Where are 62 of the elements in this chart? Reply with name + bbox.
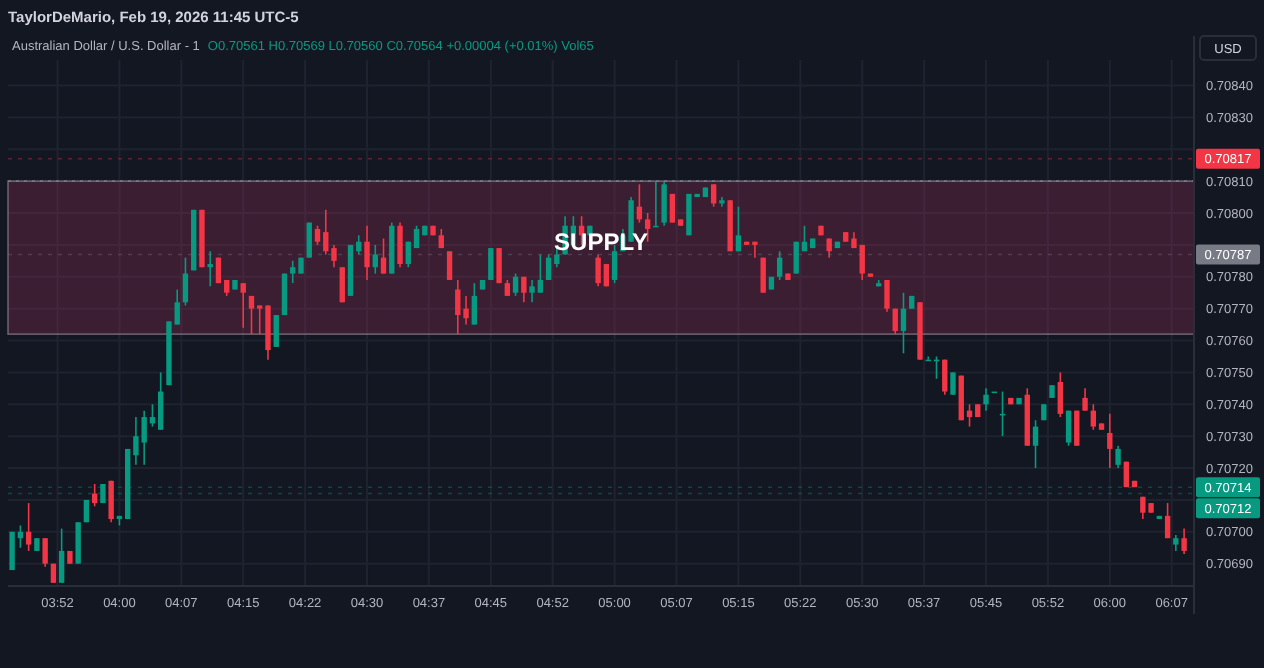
candlestick bbox=[314, 224, 321, 246]
candlestick bbox=[859, 244, 865, 281]
candlestick bbox=[669, 193, 676, 224]
candlestick bbox=[446, 250, 453, 281]
candlestick bbox=[240, 282, 246, 329]
candlestick bbox=[372, 244, 378, 275]
candlestick bbox=[735, 205, 742, 253]
candlestick bbox=[537, 253, 544, 294]
candlestick bbox=[1032, 419, 1039, 469]
candlestick bbox=[719, 196, 725, 208]
candlestick bbox=[1057, 371, 1063, 418]
candlestick bbox=[1164, 502, 1171, 539]
candlestick bbox=[157, 371, 164, 431]
candlestick bbox=[595, 253, 601, 288]
candlestick bbox=[1181, 527, 1187, 555]
candlestick bbox=[710, 183, 717, 208]
candlestick bbox=[389, 221, 395, 275]
candlestick bbox=[983, 387, 989, 412]
candlestick bbox=[644, 212, 651, 243]
candlestick bbox=[471, 282, 478, 326]
candlestick bbox=[25, 502, 32, 552]
candlestick bbox=[339, 266, 345, 304]
candlestick bbox=[776, 250, 783, 281]
candlestick bbox=[75, 521, 81, 565]
candlestick bbox=[108, 480, 114, 524]
candlestick bbox=[1090, 403, 1097, 431]
candlestick bbox=[397, 221, 403, 269]
candlestick bbox=[488, 247, 494, 281]
candlestick bbox=[290, 260, 296, 284]
candlestick bbox=[892, 307, 898, 335]
candlestick bbox=[942, 358, 948, 396]
candlestick bbox=[1115, 444, 1121, 469]
candlestick bbox=[521, 275, 527, 304]
candlestick bbox=[323, 209, 329, 256]
candlestick bbox=[1074, 409, 1080, 447]
candlestick bbox=[950, 371, 956, 396]
candlestick bbox=[752, 240, 758, 259]
candlestick bbox=[545, 253, 552, 281]
candlestick bbox=[248, 295, 255, 335]
candlestick bbox=[306, 221, 312, 259]
candlestick bbox=[58, 527, 65, 584]
candlestick bbox=[42, 537, 48, 568]
candlestick bbox=[793, 240, 799, 275]
candlestick bbox=[273, 314, 279, 348]
candlestick bbox=[1065, 409, 1072, 447]
candlestick bbox=[884, 279, 890, 313]
candlestick bbox=[455, 279, 461, 335]
candlestick bbox=[364, 224, 370, 281]
candlestick bbox=[141, 409, 147, 466]
candlestick bbox=[760, 256, 766, 294]
candlestick bbox=[496, 247, 502, 284]
candlestick bbox=[463, 295, 469, 326]
candlestick bbox=[512, 272, 519, 297]
candlestick bbox=[1107, 413, 1113, 469]
candlestick bbox=[661, 180, 667, 227]
band-label: SUPPLY bbox=[554, 227, 648, 256]
candlestick bbox=[900, 291, 907, 355]
candlestick bbox=[529, 279, 535, 304]
candlestick bbox=[1082, 387, 1088, 412]
candlestick bbox=[182, 256, 189, 307]
candlestick bbox=[265, 304, 271, 361]
candlestick bbox=[380, 237, 387, 275]
